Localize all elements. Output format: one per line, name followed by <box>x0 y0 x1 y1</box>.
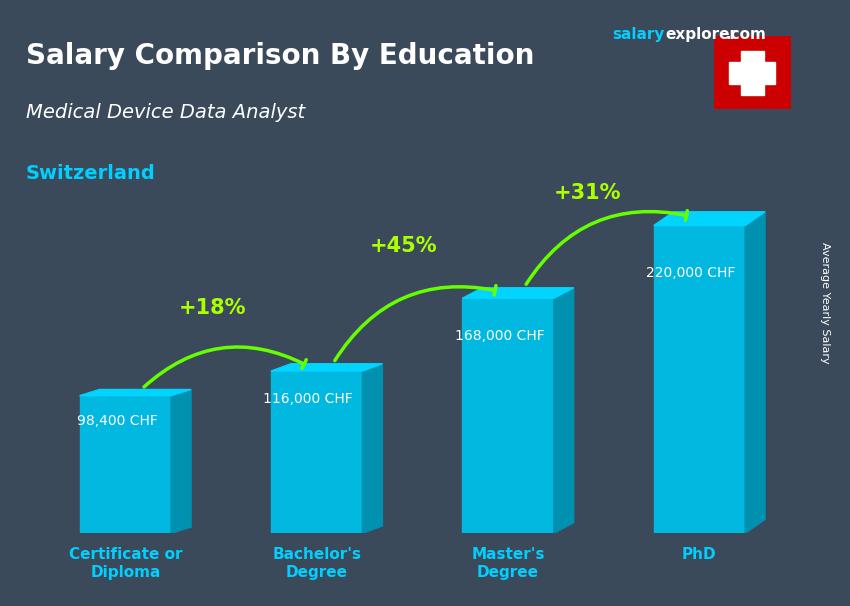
Polygon shape <box>553 288 574 533</box>
Bar <box>740 51 763 95</box>
Polygon shape <box>171 390 191 533</box>
Text: Switzerland: Switzerland <box>26 164 156 182</box>
Text: Average Yearly Salary: Average Yearly Salary <box>819 242 830 364</box>
Polygon shape <box>654 211 765 225</box>
Bar <box>729 62 775 84</box>
Polygon shape <box>462 288 574 298</box>
Bar <box>80 396 171 533</box>
Polygon shape <box>80 390 191 396</box>
Text: salary: salary <box>612 27 665 42</box>
Text: explorer: explorer <box>666 27 738 42</box>
Polygon shape <box>271 364 382 371</box>
Text: 98,400 CHF: 98,400 CHF <box>76 413 157 428</box>
Bar <box>462 298 553 533</box>
Text: Salary Comparison By Education: Salary Comparison By Education <box>26 42 534 70</box>
Text: +31%: +31% <box>553 183 620 204</box>
Text: +45%: +45% <box>371 236 438 256</box>
Text: 168,000 CHF: 168,000 CHF <box>455 329 545 343</box>
Bar <box>271 371 362 533</box>
Text: 220,000 CHF: 220,000 CHF <box>646 265 736 279</box>
Text: .com: .com <box>725 27 766 42</box>
Polygon shape <box>362 364 382 533</box>
Polygon shape <box>745 211 765 533</box>
Text: Medical Device Data Analyst: Medical Device Data Analyst <box>26 103 304 122</box>
Text: +18%: +18% <box>179 298 246 318</box>
Text: 116,000 CHF: 116,000 CHF <box>264 392 354 406</box>
Bar <box>654 225 745 533</box>
